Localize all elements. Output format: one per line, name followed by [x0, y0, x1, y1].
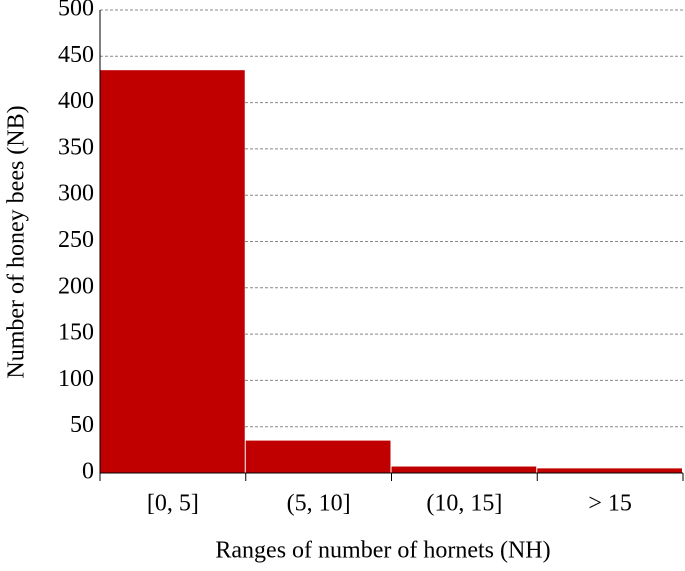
y-tick-label: 450 [58, 42, 94, 68]
y-tick-label: 400 [58, 88, 94, 114]
bar [245, 440, 391, 473]
bar [537, 468, 682, 473]
y-tick-label: 200 [58, 273, 94, 299]
y-tick-label: 50 [70, 412, 94, 438]
y-tick-label: 150 [58, 320, 94, 346]
y-tick-label: 350 [58, 134, 94, 160]
y-axis-label: Number of honey bees (NB) [4, 105, 30, 378]
bar [100, 70, 245, 473]
y-tick-label: 0 [82, 459, 94, 485]
x-tick-label: (5, 10] [287, 491, 351, 517]
x-tick-label: [0, 5] [147, 491, 199, 517]
y-tick-label: 500 [58, 0, 94, 22]
x-tick-label: (10, 15] [426, 491, 502, 517]
y-tick-label: 250 [58, 227, 94, 253]
y-tick-label: 100 [58, 366, 94, 392]
y-tick-label: 300 [58, 181, 94, 207]
x-axis-label: Ranges of number of hornets (NH) [215, 538, 550, 564]
x-tick-label: > 15 [588, 491, 632, 517]
bar [391, 466, 537, 473]
